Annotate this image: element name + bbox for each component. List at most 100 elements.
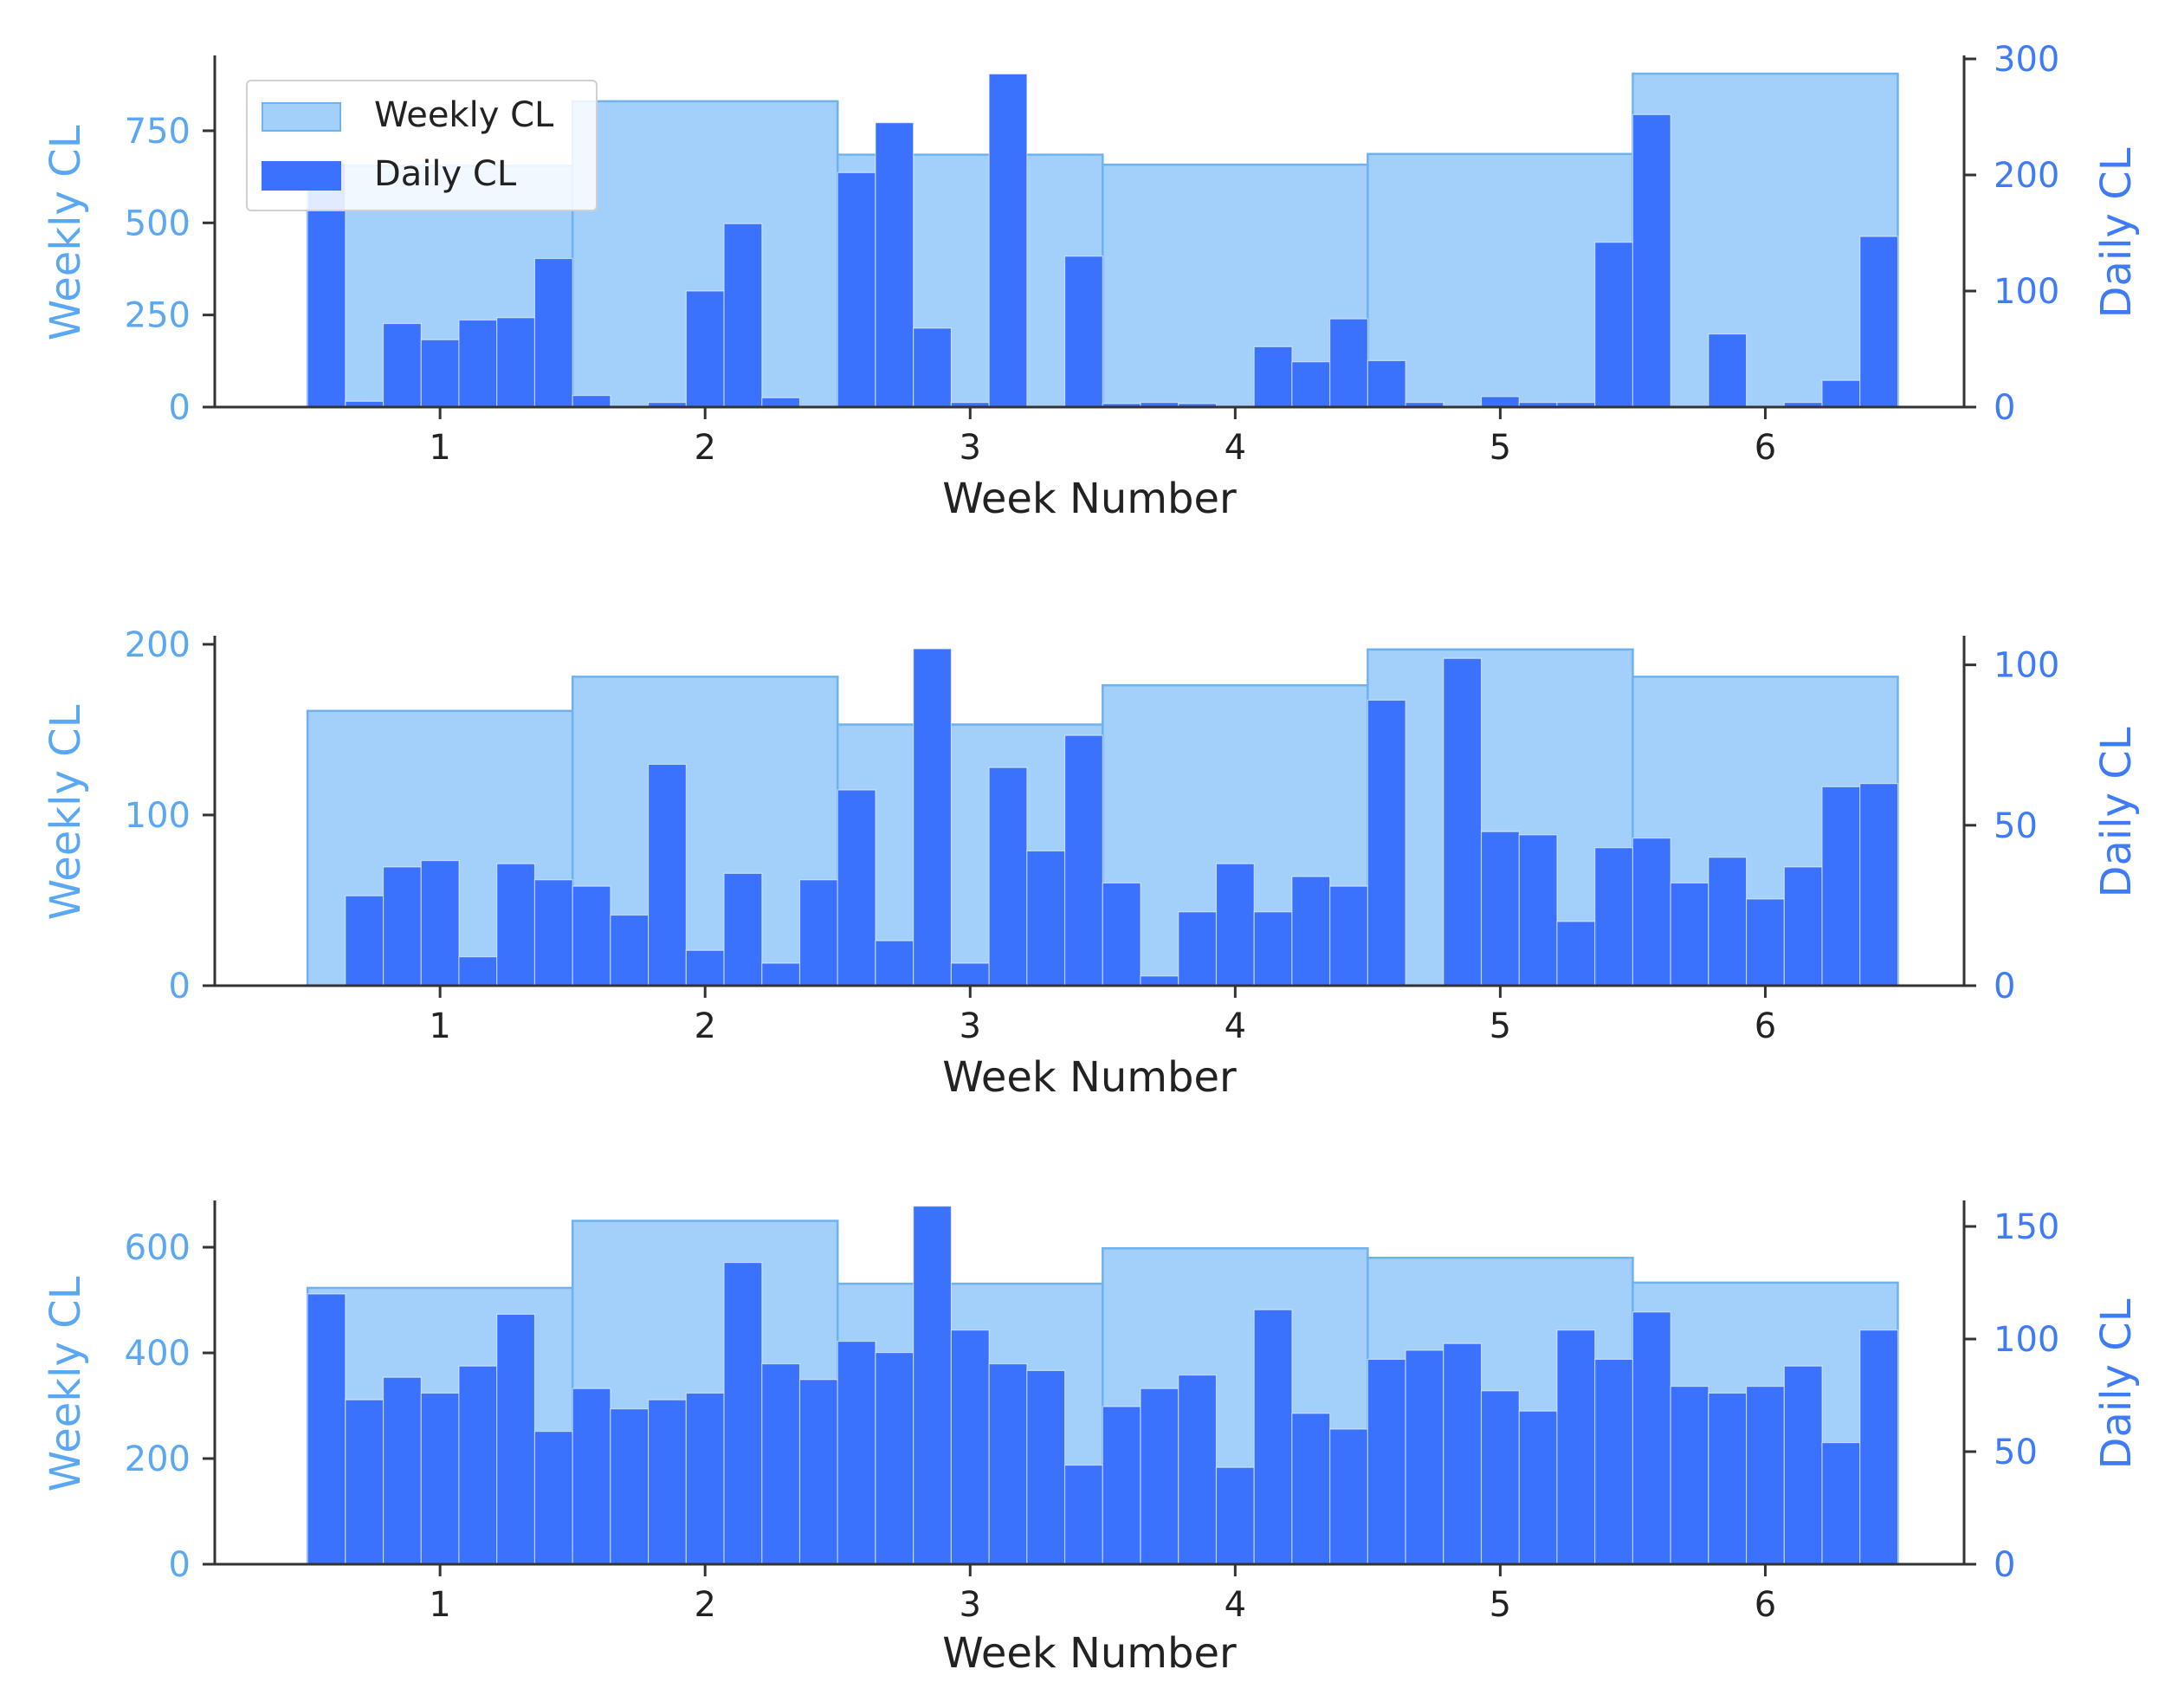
y-tick-label-left: 750	[125, 112, 191, 152]
daily-bar	[533, 1430, 573, 1565]
daily-bar	[837, 789, 876, 987]
x-tick-label: 4	[1225, 1585, 1246, 1625]
daily-bar	[723, 1261, 763, 1565]
daily-bar	[420, 859, 460, 987]
daily-bar	[1821, 786, 1861, 987]
legend: Weekly CL Daily CL	[246, 80, 598, 211]
daily-bar	[420, 1392, 460, 1565]
daily-bar	[1253, 1309, 1293, 1565]
daily-bar	[685, 1392, 725, 1565]
daily-bar	[1480, 831, 1520, 987]
y-tick-label-right: 50	[1994, 806, 2038, 846]
daily-bar	[988, 1362, 1028, 1565]
daily-bar	[496, 863, 536, 987]
daily-bar	[1367, 1358, 1406, 1565]
daily-bar	[1480, 396, 1520, 408]
y-tick-label-left: 500	[125, 204, 191, 243]
daily-bar	[950, 1329, 990, 1565]
daily-bar	[345, 895, 385, 987]
daily-bar	[1291, 1413, 1331, 1565]
daily-bar	[1102, 882, 1141, 987]
x-tick-label: 6	[1755, 428, 1776, 468]
daily-bar	[1291, 876, 1331, 987]
x-tick-label: 5	[1490, 1585, 1511, 1625]
daily-bar	[1102, 1406, 1141, 1565]
daily-bar	[875, 122, 914, 408]
y-tick-label-left: 250	[125, 296, 191, 336]
subplot-2: 1 2 3 4 5 6 0 100 200 0 50 100 Week Number Weekly CL D…	[42, 625, 2141, 1102]
daily-bar	[307, 1293, 346, 1565]
daily-bar	[1556, 1329, 1596, 1565]
daily-bar	[1215, 863, 1255, 987]
weekly-bar	[1632, 72, 1899, 409]
daily-bar	[1063, 256, 1103, 408]
daily-bar	[1253, 911, 1293, 987]
y-axis-label-left: Weekly CL	[42, 125, 90, 340]
daily-bar	[1178, 1374, 1218, 1565]
x-tick-label: 1	[429, 1585, 450, 1625]
daily-bar	[1140, 1388, 1179, 1565]
x-tick-label: 5	[1490, 1006, 1511, 1046]
daily-bar	[1745, 898, 1785, 987]
y-axis-label-left: Weekly CL	[42, 704, 90, 920]
daily-bar	[1026, 1369, 1066, 1565]
legend-label-daily: Daily CL	[374, 154, 517, 194]
x-tick-label: 3	[960, 428, 981, 468]
daily-bar	[1594, 1358, 1634, 1565]
legend-swatch-daily	[262, 161, 341, 191]
y-tick-label-right: 0	[1994, 388, 2015, 428]
x-tick-label: 2	[694, 428, 715, 468]
daily-bar	[1518, 1410, 1558, 1565]
daily-bar	[1594, 242, 1634, 408]
daily-bar	[723, 872, 763, 987]
daily-bar	[382, 866, 422, 987]
daily-bar	[1821, 1441, 1861, 1565]
x-tick-label: 6	[1755, 1585, 1776, 1625]
y-tick-label-right: 100	[1994, 646, 2059, 686]
daily-bar	[382, 322, 422, 408]
y-tick-label-right: 50	[1994, 1433, 2038, 1472]
daily-bar	[1594, 847, 1634, 987]
daily-bar	[1367, 699, 1406, 987]
y-tick-label-left: 600	[125, 1228, 191, 1268]
daily-bar	[1405, 1349, 1444, 1565]
daily-bar	[913, 327, 953, 408]
x-tick-label: 1	[429, 1006, 450, 1046]
daily-bar	[1329, 318, 1368, 408]
y-axis-label-right: Daily CL	[2092, 727, 2141, 897]
daily-bar	[1632, 113, 1671, 408]
daily-bar	[1556, 921, 1596, 987]
daily-bar	[1026, 850, 1066, 987]
daily-bar	[458, 956, 498, 987]
weekly-bar	[1367, 152, 1634, 409]
x-tick-label: 4	[1225, 1006, 1246, 1046]
daily-bar	[572, 395, 611, 408]
daily-bar	[1329, 885, 1368, 987]
y-tick-label-right: 100	[1994, 1320, 2059, 1360]
daily-bar	[1859, 783, 1899, 987]
subplot-1: 1 2 3 4 5 6 0 250 500 750 0 100 200 300 Week Number Wee…	[42, 40, 2141, 523]
y-axis-label-right: Daily CL	[2092, 1298, 2141, 1469]
daily-bar	[496, 1313, 536, 1565]
y-tick-label-left: 200	[125, 1440, 191, 1479]
y-tick-label-right: 100	[1994, 272, 2059, 312]
y-tick-label-left: 0	[169, 967, 191, 1006]
daily-bar	[1178, 911, 1218, 987]
y-tick-label-left: 0	[169, 1545, 191, 1585]
x-tick-label: 1	[429, 428, 450, 468]
daily-bar	[648, 763, 687, 987]
daily-bar	[1859, 236, 1899, 408]
daily-bar	[345, 1399, 385, 1565]
daily-bar	[496, 317, 536, 408]
x-tick-label: 3	[960, 1006, 981, 1046]
daily-bar	[1708, 333, 1748, 408]
daily-bar	[458, 1365, 498, 1565]
y-tick-label-left: 100	[125, 796, 191, 836]
y-tick-label-left: 200	[125, 625, 191, 665]
daily-bar	[761, 962, 801, 987]
daily-bar	[572, 1388, 611, 1565]
y-tick-label-left: 400	[125, 1334, 191, 1374]
daily-bar	[1745, 1385, 1785, 1565]
daily-bar	[1443, 657, 1483, 987]
